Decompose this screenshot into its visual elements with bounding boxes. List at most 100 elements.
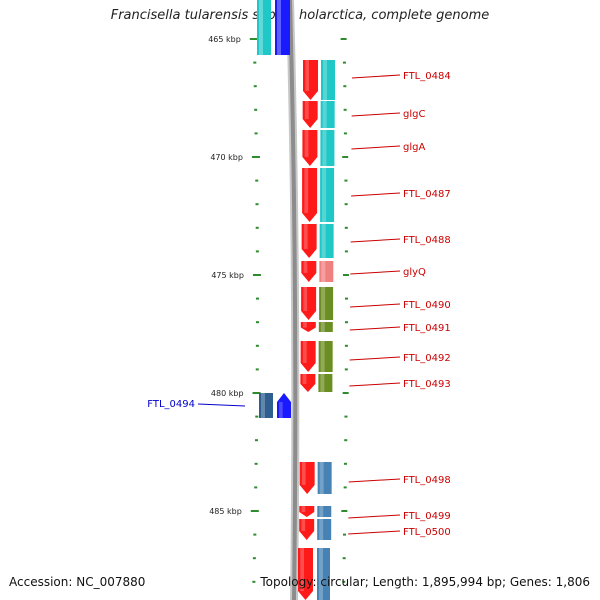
gene-labels: FTL_0484 glgC glgA FTL_0487 FTL_0488 glyQ FTL_…	[147, 71, 450, 538]
cog-box-highlight	[319, 462, 324, 494]
minor-tick	[255, 297, 259, 300]
label-leader-line	[351, 74, 401, 79]
cds-highlight	[304, 130, 309, 157]
cog-box	[319, 224, 334, 258]
minor-tick	[254, 486, 258, 489]
cog-box-highlight	[321, 224, 326, 258]
minor-tick-right	[344, 321, 348, 324]
cds-arrow-body	[299, 519, 315, 540]
major-tick	[252, 392, 261, 394]
minor-tick-right	[340, 38, 347, 40]
cog-box-body	[320, 168, 335, 222]
cog-box-body	[318, 341, 333, 372]
minor-tick-right	[343, 108, 347, 111]
minor-tick	[255, 179, 259, 182]
minor-tick-right	[342, 156, 349, 158]
accession-text: Accession: NC_007880	[9, 575, 146, 589]
tick-label: 470 kbp	[210, 153, 243, 162]
cds-plus-arrow	[303, 60, 318, 100]
gene-label: FTL_0500	[403, 527, 451, 538]
minor-tick-right	[344, 203, 348, 206]
cog-box-highlight	[322, 168, 327, 222]
cds-arrow-body	[300, 341, 316, 372]
cog-box-body	[321, 60, 335, 100]
gene-label: FTL_0487	[403, 189, 451, 200]
cog-box-body	[319, 224, 334, 258]
cds-plus-arrow	[299, 462, 315, 494]
minor-tick-right	[344, 250, 348, 253]
minor-tick	[252, 580, 256, 583]
cds-plus-arrow	[299, 506, 315, 517]
cds-arrow-body	[300, 374, 316, 392]
label-leader-line	[351, 145, 401, 150]
cog-box-partial	[257, 0, 271, 55]
cds-highlight	[304, 168, 309, 213]
gene-label: FTL_0491	[403, 323, 451, 334]
topology-summary: Topology: circular; Length: 1,895,994 bp…	[260, 575, 590, 589]
cds-highlight	[303, 322, 307, 328]
major-tick	[252, 274, 261, 276]
label-leader-line	[351, 112, 401, 117]
cds-arrow-body	[301, 261, 317, 282]
minor-tick	[255, 321, 259, 324]
cog-box	[320, 168, 335, 222]
cog-box-highlight	[261, 393, 265, 418]
gene-label: FTL_0484	[403, 71, 451, 82]
cog-box	[321, 60, 335, 100]
cds-highlight	[301, 506, 306, 513]
minor-tick	[253, 533, 257, 536]
cog-box-highlight	[320, 341, 325, 372]
cds-arrow-body	[299, 506, 315, 517]
cds-highlight	[303, 287, 308, 311]
label-leader-line	[350, 238, 401, 243]
label-leader-line	[351, 192, 401, 197]
cog-box-highlight	[322, 101, 327, 128]
cog-box-body	[318, 374, 333, 392]
cog-box-highlight	[321, 261, 326, 282]
cog-box	[320, 130, 335, 166]
cds-highlight	[301, 519, 306, 531]
tick-label: 485 kbp	[209, 507, 242, 516]
minor-tick-right	[344, 226, 348, 229]
tick-label: 465 kbp	[208, 35, 241, 44]
cog-box	[319, 261, 334, 282]
cds-highlight	[300, 548, 304, 591]
label-leader-line	[348, 530, 401, 535]
cog-box	[318, 374, 333, 392]
cds-partial-minus	[275, 0, 290, 55]
minor-tick	[255, 226, 259, 229]
cog-box-body	[319, 261, 334, 282]
tick-label: 480 kbp	[211, 389, 244, 398]
cds-highlight	[302, 374, 307, 384]
gene-label: FTL_0494	[147, 399, 195, 410]
cog-box-body	[319, 287, 334, 320]
minor-tick	[255, 250, 259, 253]
cog-box-body	[320, 130, 335, 166]
label-leader-line	[349, 382, 401, 387]
minor-tick-right	[343, 132, 347, 135]
cog-box-body	[317, 548, 330, 600]
cog-box-body	[318, 322, 333, 332]
cds-plus-arrow	[300, 341, 316, 372]
cds-plus-arrow	[300, 374, 316, 392]
minor-tick-right	[341, 510, 348, 512]
minor-tick	[254, 132, 258, 135]
major-tick	[250, 510, 259, 512]
cog-box-highlight	[319, 519, 324, 540]
minor-tick-right	[344, 439, 348, 442]
map-title: Francisella tularensis subsp. holarctica…	[110, 8, 490, 23]
cog-box	[318, 322, 333, 332]
cog-box	[259, 393, 273, 418]
cds-arrow-body	[298, 548, 313, 600]
minor-tick	[253, 61, 257, 64]
cog-box-highlight	[321, 287, 326, 320]
cog-box-body	[317, 462, 332, 494]
major-tick	[251, 156, 260, 158]
gene-label: FTL_0490	[403, 300, 451, 311]
gene-label: glgC	[403, 109, 425, 120]
gene-label: glgA	[403, 142, 425, 153]
cds-arrow-body	[303, 60, 318, 100]
gene-label: FTL_0498	[403, 475, 451, 486]
cds-plus-arrow	[299, 519, 315, 540]
gene-label: FTL_0493	[403, 379, 451, 390]
